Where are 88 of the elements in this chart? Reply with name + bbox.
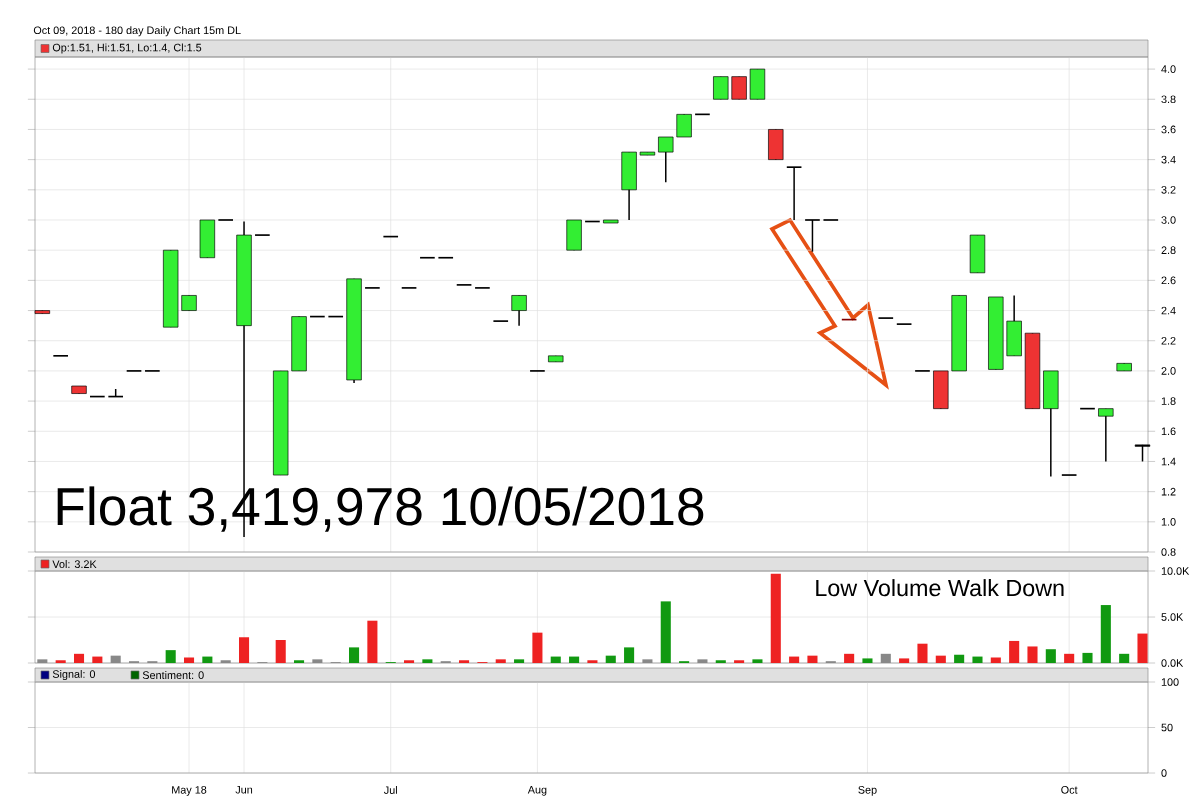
legend-label: Signal: 0 bbox=[52, 669, 96, 680]
bar bbox=[275, 639, 286, 663]
y-tick-label: 0 bbox=[1161, 769, 1167, 777]
candlestick bbox=[1098, 407, 1114, 463]
bar bbox=[899, 658, 910, 663]
bar bbox=[349, 647, 360, 663]
bar bbox=[605, 655, 616, 663]
bar bbox=[752, 659, 763, 663]
bar bbox=[1009, 640, 1020, 663]
bar bbox=[1100, 604, 1111, 663]
bar bbox=[92, 656, 103, 663]
bar bbox=[514, 659, 525, 663]
candlestick bbox=[731, 75, 747, 100]
y-tick-label: 2.8 bbox=[1161, 246, 1176, 254]
bar bbox=[495, 659, 506, 663]
y-tick-label: 1.2 bbox=[1161, 487, 1176, 496]
x-tick-label: Jun bbox=[235, 785, 253, 794]
y-tick-label: 3.0 bbox=[1161, 215, 1176, 224]
bar bbox=[1027, 646, 1038, 663]
bar bbox=[770, 573, 781, 663]
bar bbox=[917, 643, 928, 663]
x-tick-label: Sep bbox=[858, 785, 877, 796]
bar bbox=[532, 632, 543, 663]
x-tick-label: Aug bbox=[527, 785, 547, 796]
bar bbox=[55, 660, 66, 663]
candlestick bbox=[511, 294, 527, 327]
bar bbox=[1082, 652, 1093, 663]
y-tick-label: 1.8 bbox=[1161, 397, 1176, 405]
bar bbox=[660, 601, 671, 663]
bar bbox=[1064, 653, 1075, 663]
y-tick-label: 0.0K bbox=[1161, 659, 1184, 667]
bar bbox=[624, 647, 635, 663]
bar bbox=[587, 660, 598, 663]
annotation: Low Volume Walk Down bbox=[816, 578, 1064, 597]
legend-label: Op:1.51, Hi:1.51, Lo:1.4, Cl:1.5 bbox=[52, 43, 202, 54]
bar bbox=[202, 656, 213, 663]
candlestick bbox=[658, 136, 674, 183]
y-tick-label: 1.0 bbox=[1161, 517, 1176, 526]
bar bbox=[844, 653, 855, 663]
y-tick-label: 5.0K bbox=[1161, 613, 1184, 621]
bar bbox=[715, 660, 726, 663]
bar bbox=[459, 660, 470, 663]
bar bbox=[734, 660, 745, 663]
bar bbox=[367, 620, 378, 663]
bar bbox=[1045, 649, 1056, 663]
y-tick-label: 10.0K bbox=[1161, 567, 1190, 575]
bar bbox=[183, 657, 195, 663]
bar bbox=[954, 654, 965, 663]
bar bbox=[238, 637, 250, 663]
bar bbox=[550, 656, 561, 663]
candlestick bbox=[713, 75, 729, 100]
bar bbox=[294, 660, 305, 663]
bar bbox=[569, 656, 580, 663]
bar bbox=[165, 649, 176, 663]
x-tick-label: Jul bbox=[383, 785, 397, 794]
y-tick-label: 2.2 bbox=[1161, 336, 1176, 345]
legend-label: Vol: 3.2K bbox=[52, 559, 97, 568]
x-tick-label: May 18 bbox=[172, 785, 207, 796]
bar bbox=[990, 657, 1001, 663]
chart-subtitle: Oct 09, 2018 - 180 day Daily Chart 15m DL bbox=[33, 25, 241, 37]
y-tick-label: 3.6 bbox=[1161, 125, 1176, 134]
y-tick-label: 2.6 bbox=[1161, 276, 1176, 285]
y-tick-label: 100 bbox=[1161, 678, 1179, 686]
y-tick-label: 1.4 bbox=[1161, 457, 1176, 465]
candlestick bbox=[785, 166, 803, 221]
bar bbox=[862, 658, 873, 663]
bar bbox=[404, 660, 415, 663]
y-tick-label: 2.0 bbox=[1161, 366, 1176, 375]
bar bbox=[73, 653, 85, 663]
y-tick-label: 3.8 bbox=[1161, 95, 1176, 103]
x-tick-label: Oct bbox=[1061, 785, 1078, 794]
bar bbox=[807, 655, 818, 663]
y-tick-label: 3.4 bbox=[1161, 155, 1176, 164]
bar bbox=[789, 656, 800, 663]
y-tick-label: 1.6 bbox=[1161, 427, 1176, 435]
y-tick-label: 0.8 bbox=[1161, 548, 1176, 556]
y-tick-label: 3.2 bbox=[1161, 185, 1176, 194]
y-tick-label: 2.4 bbox=[1161, 306, 1176, 315]
candlestick bbox=[676, 113, 692, 138]
legend-label: Sentiment: 0 bbox=[142, 670, 204, 679]
bar bbox=[1119, 653, 1130, 663]
y-tick-label: 50 bbox=[1161, 723, 1173, 732]
bar bbox=[1137, 633, 1148, 663]
bar bbox=[972, 656, 983, 663]
y-tick-label: 4.0 bbox=[1161, 65, 1176, 73]
candlestick bbox=[804, 218, 821, 253]
bar bbox=[422, 659, 433, 663]
bar bbox=[935, 655, 946, 663]
